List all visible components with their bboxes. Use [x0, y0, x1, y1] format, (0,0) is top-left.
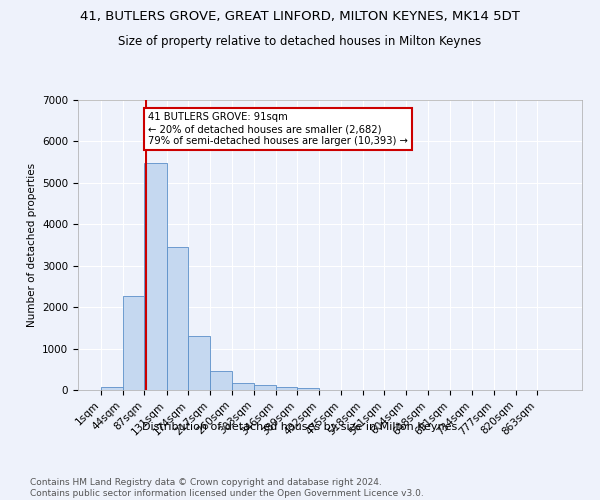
Bar — [167, 248, 188, 390]
Y-axis label: Number of detached properties: Number of detached properties — [26, 163, 37, 327]
Bar — [254, 386, 275, 390]
Text: Size of property relative to detached houses in Milton Keynes: Size of property relative to detached ho… — [118, 35, 482, 48]
Bar — [101, 387, 122, 390]
Bar — [188, 336, 210, 390]
Text: 41, BUTLERS GROVE, GREAT LINFORD, MILTON KEYNES, MK14 5DT: 41, BUTLERS GROVE, GREAT LINFORD, MILTON… — [80, 10, 520, 23]
Bar — [232, 382, 254, 390]
Bar — [275, 386, 298, 390]
Text: Distribution of detached houses by size in Milton Keynes: Distribution of detached houses by size … — [142, 422, 458, 432]
Bar — [298, 388, 319, 390]
Bar — [210, 372, 232, 390]
Text: Contains HM Land Registry data © Crown copyright and database right 2024.
Contai: Contains HM Land Registry data © Crown c… — [30, 478, 424, 498]
Bar — [122, 296, 145, 390]
Bar — [145, 163, 167, 390]
Text: 41 BUTLERS GROVE: 91sqm
← 20% of detached houses are smaller (2,682)
79% of semi: 41 BUTLERS GROVE: 91sqm ← 20% of detache… — [148, 112, 408, 146]
